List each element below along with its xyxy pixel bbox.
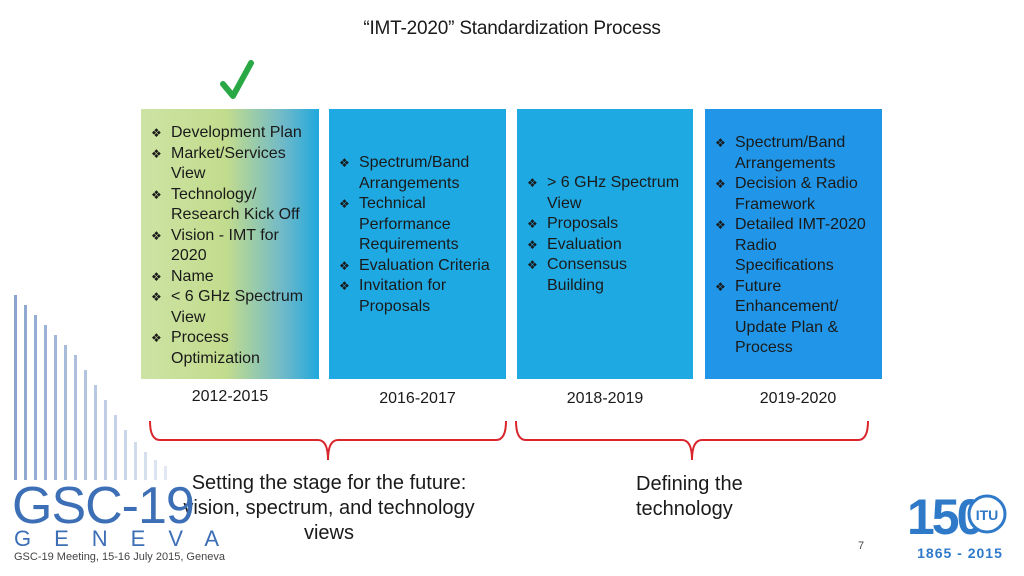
list-item: ❖ Spectrum/Band Arrangements	[339, 154, 470, 192]
list-item: ❖ Proposals	[523, 214, 687, 235]
diamond-bullet-icon: ❖	[715, 218, 726, 232]
list-item: ❖ Evaluation Criteria	[335, 256, 500, 277]
signal-bars-graphic	[14, 295, 167, 480]
phase-4-list: ❖ Spectrum/Band Arrangements ❖ Decision & …	[711, 133, 876, 359]
list-item: ❖ Vision - IMT for 2020	[151, 226, 279, 265]
diamond-bullet-icon: ❖	[715, 177, 726, 191]
svg-text:1865 - 2015: 1865 - 2015	[917, 545, 1003, 561]
list-item: ❖ Future Enhancement/ Update Plan & Proce…	[715, 277, 839, 357]
geneva-wordmark: GENEVA	[14, 526, 243, 551]
list-item: ❖ Detailed IMT-2020 Radio Specifications	[715, 216, 866, 274]
gsc-19-logo: GSC-19	[12, 477, 195, 535]
diamond-bullet-icon: ❖	[151, 269, 162, 284]
diamond-bullet-icon: ❖	[527, 176, 538, 190]
list-item: ❖ Consensus Building	[527, 256, 628, 294]
diamond-bullet-icon: ❖	[151, 228, 162, 243]
phase-3-list: ❖ > 6 GHz Spectrum View ❖ Proposals ❖ Evalu…	[523, 173, 687, 296]
caption-setting-stage: Setting the stage for the future: vision…	[183, 472, 475, 544]
list-item: ❖ Technology/ Research Kick Off	[151, 185, 300, 224]
list-item: ❖ > 6 GHz Spectrum View	[527, 174, 680, 212]
diamond-bullet-icon: ❖	[151, 331, 162, 345]
phase-2-list: ❖ Spectrum/Band Arrangements ❖ Technical P…	[335, 153, 500, 317]
diamond-bullet-icon: ❖	[527, 237, 538, 252]
diamond-bullet-icon: ❖	[715, 279, 726, 294]
slide-title: “IMT-2020” Standardization Process	[363, 18, 661, 39]
list-item: ❖ Name	[147, 267, 313, 288]
diamond-bullet-icon: ❖	[715, 136, 726, 150]
list-item: ❖ Invitation for Proposals	[339, 277, 447, 315]
list-item: ❖ < 6 GHz Spectrum View	[151, 288, 304, 326]
svg-text:GSC-19: GSC-19	[12, 477, 194, 535]
phase-box-1: ❖ Development Plan ❖ Market/Services View …	[141, 109, 319, 379]
right-brace	[515, 420, 869, 461]
svg-text:ITU: ITU	[976, 507, 999, 523]
phase-box-3: ❖ > 6 GHz Spectrum View ❖ Proposals ❖ Evalu…	[517, 109, 693, 379]
phase-box-2: ❖ Spectrum/Band Arrangements ❖ Technical P…	[329, 109, 506, 379]
diamond-bullet-icon: ❖	[151, 187, 162, 202]
list-item: ❖ Evaluation	[523, 235, 687, 256]
checkmark-icon	[220, 60, 254, 99]
diamond-bullet-icon: ❖	[339, 156, 350, 170]
diamond-bullet-icon: ❖	[151, 126, 162, 140]
diamond-bullet-icon: ❖	[527, 217, 538, 231]
left-brace	[149, 420, 507, 461]
phase-1-years: 2012-2015	[191, 388, 269, 405]
phase-brace-lines	[149, 420, 869, 461]
list-item: ❖ Spectrum/Band Arrangements	[715, 134, 846, 172]
caption-defining-technology: Defining the technology	[636, 473, 743, 520]
list-item: ❖ Process Optimization	[151, 329, 260, 367]
diamond-bullet-icon: ❖	[339, 258, 350, 273]
diamond-bullet-icon: ❖	[151, 290, 162, 304]
footer-text: GSC-19 Meeting, 15-16 July 2015, Geneva	[14, 551, 225, 563]
list-item: ❖ Technical Performance Requirements	[339, 195, 459, 253]
page-number: 7	[858, 540, 865, 552]
itu-150-logo: 150 ITU 1865 - 2015	[907, 489, 1007, 561]
phase-2-years: 2016-2017	[379, 390, 456, 407]
diamond-bullet-icon: ❖	[151, 146, 162, 161]
phase-1-list: ❖ Development Plan ❖ Market/Services View …	[147, 123, 313, 369]
phase-3-years: 2018-2019	[566, 390, 644, 407]
diamond-bullet-icon: ❖	[339, 279, 350, 293]
list-item: ❖ Market/Services View	[151, 144, 286, 183]
list-item: ❖ Decision & Radio Framework	[715, 175, 858, 213]
phase-box-4: ❖ Spectrum/Band Arrangements ❖ Decision & …	[705, 109, 882, 379]
list-item: ❖ Development Plan	[147, 123, 313, 144]
diamond-bullet-icon: ❖	[527, 258, 538, 272]
diamond-bullet-icon: ❖	[339, 197, 350, 211]
phase-4-years: 2019-2020	[759, 390, 837, 407]
